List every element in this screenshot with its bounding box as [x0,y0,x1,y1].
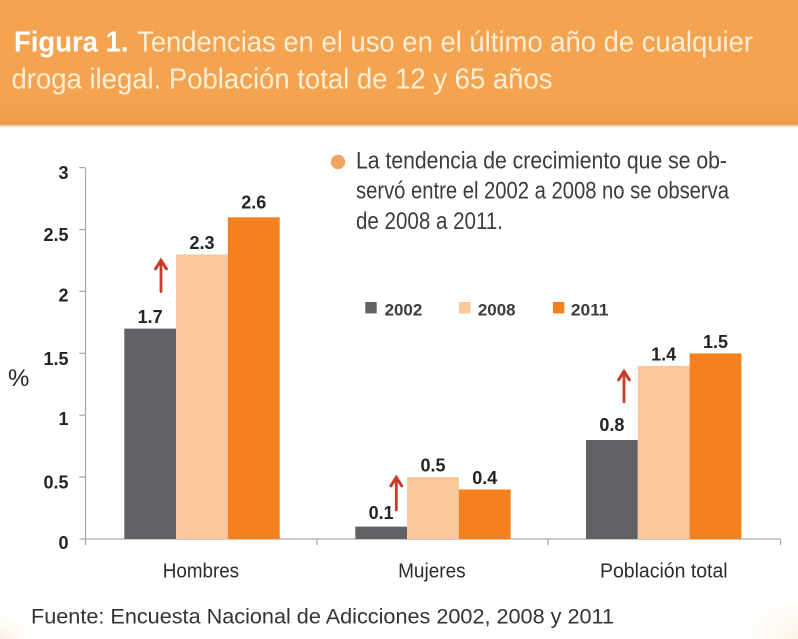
svg-text:0.5: 0.5 [43,473,68,493]
svg-text:1: 1 [58,409,68,429]
svg-text:1.7: 1.7 [138,307,163,327]
svg-text:Población total: Población total [600,560,728,582]
svg-text:1.5: 1.5 [703,332,728,352]
svg-text:2008: 2008 [478,302,516,320]
svg-text:0: 0 [58,533,68,553]
svg-text:droga ilegal. Población total: droga ilegal. Población total de 12 y 65… [12,63,553,95]
svg-text:1.5: 1.5 [43,349,68,369]
svg-text:2002: 2002 [385,302,423,320]
svg-text:%: % [8,365,29,392]
svg-text:Fuente: Encuesta Nacional de A: Fuente: Encuesta Nacional de Adicciones … [31,606,614,629]
svg-text:0.5: 0.5 [420,456,445,476]
svg-text:2011: 2011 [571,302,609,320]
svg-text:0.4: 0.4 [472,468,497,488]
svg-text:Figura 1.: Figura 1. [14,26,129,58]
svg-text:de 2008 a 2011.: de 2008 a 2011. [356,208,503,235]
svg-text:Mujeres: Mujeres [398,560,466,582]
svg-text:3: 3 [58,163,68,183]
svg-text:La tendencia de crecimiento qu: La tendencia de crecimiento que se ob- [356,148,727,175]
svg-text:Hombres: Hombres [163,560,239,582]
svg-text:Tendencias en el uso en el últ: Tendencias en el uso en el último año de… [137,26,753,58]
svg-text:2.3: 2.3 [189,233,214,253]
svg-text:1.4: 1.4 [651,344,676,364]
svg-text:2.5: 2.5 [43,225,68,245]
svg-text:servó entre el 2002 a 2008 no: servó entre el 2002 a 2008 no se observa [356,178,730,205]
svg-text:2.6: 2.6 [241,192,266,212]
svg-text:0.8: 0.8 [599,415,624,435]
svg-text:2: 2 [58,285,68,305]
svg-text:0.1: 0.1 [369,503,394,523]
